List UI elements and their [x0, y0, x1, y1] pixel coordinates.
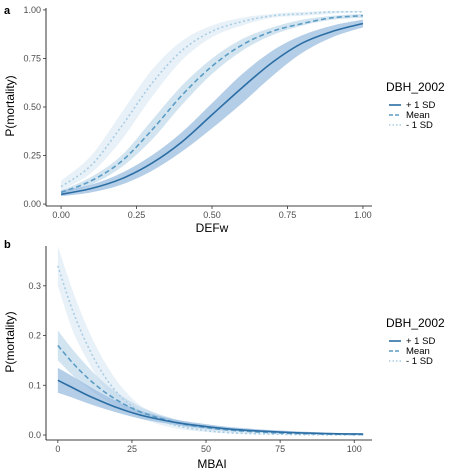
panel-a-label: a	[4, 5, 11, 17]
panel-a-y-tick-label: 0.00	[23, 199, 41, 209]
panel-a-x-tick-label: 0.25	[128, 210, 146, 220]
panel-b-ribbon-dashed	[57, 330, 364, 435]
panel-a-y-axis-title: P(mortality)	[3, 75, 17, 136]
panel-b-x-tick-label: 50	[201, 444, 211, 454]
panel-a-x-tick-label: 1.00	[354, 210, 372, 220]
panel-b-legend-label-mean: Mean	[406, 346, 430, 357]
panel-a-x-tick-label: 0.50	[203, 210, 221, 220]
panel-b-label: b	[4, 239, 11, 251]
panel-a-ribbon-solid	[61, 19, 363, 197]
panel-b-x-tick-label: 75	[275, 444, 285, 454]
panel-a-y-tick-label: 1.00	[23, 5, 41, 15]
panel-a-legend-label-plus-1sd: + 1 SD	[406, 100, 435, 111]
panel-b-x-tick-label: 0	[55, 444, 60, 454]
panel-a-x-axis-title: DEFw	[196, 221, 229, 235]
panel-b-y-tick-label: 0.3	[28, 281, 41, 291]
panel-a-legend-label-mean: Mean	[406, 110, 430, 121]
panel-a-ribbon-dashed	[61, 13, 363, 195]
panel-a-line-dashed	[60, 14, 363, 194]
panel-a-line-solid	[60, 22, 364, 196]
panel-b-legend-title: DBH_2002	[386, 316, 445, 330]
panel-a-x-tick-label: 0.00	[52, 210, 70, 220]
panel-a-line-dotted	[60, 10, 363, 188]
panel-b: b 0 25 50 75 100 0.0 0.1 0.2 0.3 MBAI P(mortalit…	[3, 239, 445, 471]
panel-a-legend-title: DBH_2002	[386, 80, 445, 94]
panel-b-x-tick-label: 25	[127, 444, 137, 454]
panel-b-line-solid	[57, 379, 364, 435]
panel-b-y-tick-label: 0.1	[28, 380, 41, 390]
panel-a-x-tick-label: 0.75	[279, 210, 297, 220]
panel-a-y-tick-label: 0.75	[23, 53, 41, 63]
panel-b-line-dashed	[57, 344, 364, 436]
panel-b-y-tick-label: 0.2	[28, 331, 41, 341]
panel-a: a 0.00 0.25 0.50 0.75 1.00 0.00 0.25 0.50 0.75 1.…	[3, 5, 445, 235]
panel-b-y-tick-label: 0.0	[28, 430, 41, 440]
panel-b-line-dotted	[57, 265, 364, 436]
panel-b-legend: DBH_2002 + 1 SD Mean - 1 SD	[386, 316, 445, 367]
panel-b-x-tick-label: 100	[347, 444, 362, 454]
panel-a-y-tick-label: 0.50	[23, 102, 41, 112]
panel-a-y-tick-label: 0.25	[23, 151, 41, 161]
panel-a-ribbon-dotted	[61, 10, 363, 191]
panel-a-legend: DBH_2002 + 1 SD Mean - 1 SD	[386, 80, 445, 131]
panel-b-legend-label-plus-1sd: + 1 SD	[406, 336, 435, 347]
panel-a-plot-area: 0.00 0.25 0.50 0.75 1.00 0.00 0.25 0.50 0.75 1.00	[23, 5, 372, 220]
panel-b-legend-label-minus-1sd: - 1 SD	[406, 356, 433, 367]
panel-b-plot-area: 0 25 50 75 100 0.0 0.1 0.2 0.3	[28, 246, 372, 454]
panel-b-x-axis-title: MBAI	[197, 457, 226, 471]
panel-a-legend-label-minus-1sd: - 1 SD	[406, 120, 433, 131]
panel-b-y-axis-title: P(mortality)	[3, 311, 17, 372]
